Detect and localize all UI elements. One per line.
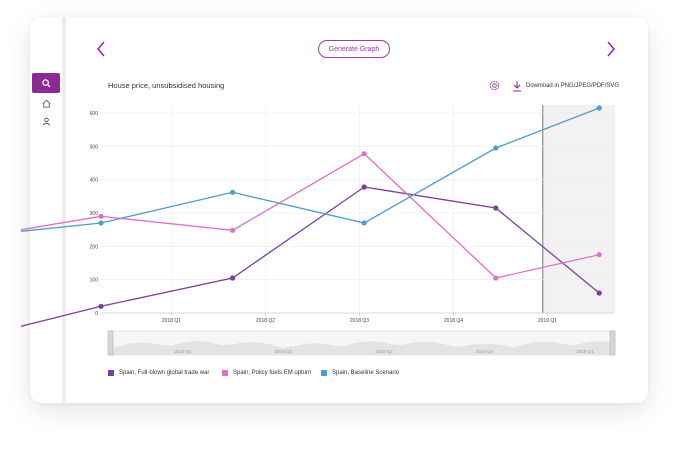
navigator-tick-label: 2018 Q3 bbox=[375, 349, 393, 354]
prev-arrow-icon[interactable] bbox=[94, 40, 108, 58]
navigator-tick-label: 2018 Q2 bbox=[275, 349, 293, 354]
y-tick-label: 200 bbox=[90, 244, 99, 250]
data-point bbox=[596, 290, 602, 296]
legend-swatch bbox=[222, 370, 228, 376]
navigator-handle-right[interactable] bbox=[609, 330, 616, 356]
data-point bbox=[493, 145, 499, 151]
future-region bbox=[542, 105, 615, 313]
data-point bbox=[361, 151, 367, 157]
search-icon bbox=[41, 78, 51, 88]
legend-item-1[interactable]: Spain, Full-blown global trade war bbox=[108, 368, 209, 378]
y-tick-label: 300 bbox=[90, 211, 99, 217]
navigator-handle-left[interactable] bbox=[107, 330, 114, 356]
navigator-tick-label: 2019 Q1 bbox=[576, 349, 594, 354]
navigator-tick-label: 2018 Q4 bbox=[476, 349, 494, 354]
y-tick-label: 600 bbox=[90, 111, 99, 117]
data-point bbox=[98, 213, 104, 219]
x-tick-label: 2019 Q1 bbox=[538, 318, 557, 324]
data-point bbox=[230, 189, 236, 195]
download-label: Download in PNG/JPEG/PDF/SVG bbox=[526, 83, 620, 89]
user-icon bbox=[42, 117, 50, 125]
series-line-2 bbox=[20, 152, 600, 279]
data-point bbox=[230, 227, 236, 233]
data-point bbox=[98, 220, 104, 226]
data-point bbox=[230, 275, 236, 281]
legend-label: Spain, Baseline Scenario bbox=[332, 370, 400, 376]
legend-item-3[interactable]: Spain, Baseline Scenario bbox=[321, 368, 399, 378]
generate-graph-button[interactable]: Generate Graph bbox=[318, 40, 390, 58]
legend-label: Spain, Full-blown global trade war bbox=[119, 370, 210, 376]
settings-icon[interactable] bbox=[489, 80, 500, 91]
sidebar-item-home[interactable] bbox=[32, 93, 60, 113]
y-tick-label: 0 bbox=[95, 311, 98, 317]
data-point bbox=[98, 303, 104, 309]
sidebar-item-user[interactable] bbox=[32, 111, 60, 131]
home-icon bbox=[42, 99, 50, 108]
navigator-tick-label: 2018 Q1 bbox=[174, 349, 192, 354]
series-line-3 bbox=[21, 107, 600, 232]
next-arrow-icon[interactable] bbox=[604, 40, 618, 58]
chart-title: House price, unsubsidised housing bbox=[108, 81, 225, 90]
y-tick-label: 400 bbox=[90, 178, 99, 184]
data-point bbox=[493, 275, 499, 281]
y-tick-label: 500 bbox=[90, 144, 99, 150]
sidebar-divider bbox=[62, 17, 66, 403]
legend-swatch bbox=[108, 370, 114, 376]
legend-label: Spain, Policy fuels EM upturn bbox=[233, 370, 312, 376]
download-icon bbox=[513, 81, 521, 92]
x-tick-label: 2018 Q2 bbox=[256, 318, 275, 324]
data-point bbox=[596, 105, 602, 111]
download-button[interactable]: Download in PNG/JPEG/PDF/SVG bbox=[512, 80, 619, 92]
data-point bbox=[493, 205, 499, 211]
x-tick-label: 2018 Q3 bbox=[350, 318, 369, 324]
x-tick-label: 2018 Q1 bbox=[162, 318, 181, 324]
data-point bbox=[361, 184, 367, 190]
legend-swatch bbox=[321, 370, 327, 376]
sidebar-item-search[interactable] bbox=[32, 73, 60, 93]
legend-item-2[interactable]: Spain, Policy fuels EM upturn bbox=[222, 368, 311, 378]
data-point bbox=[361, 220, 367, 226]
series-line-1 bbox=[20, 186, 600, 327]
y-tick-label: 100 bbox=[90, 278, 99, 284]
data-point bbox=[596, 252, 602, 258]
navigator-area bbox=[110, 341, 615, 355]
x-tick-label: 2018 Q4 bbox=[444, 318, 463, 324]
